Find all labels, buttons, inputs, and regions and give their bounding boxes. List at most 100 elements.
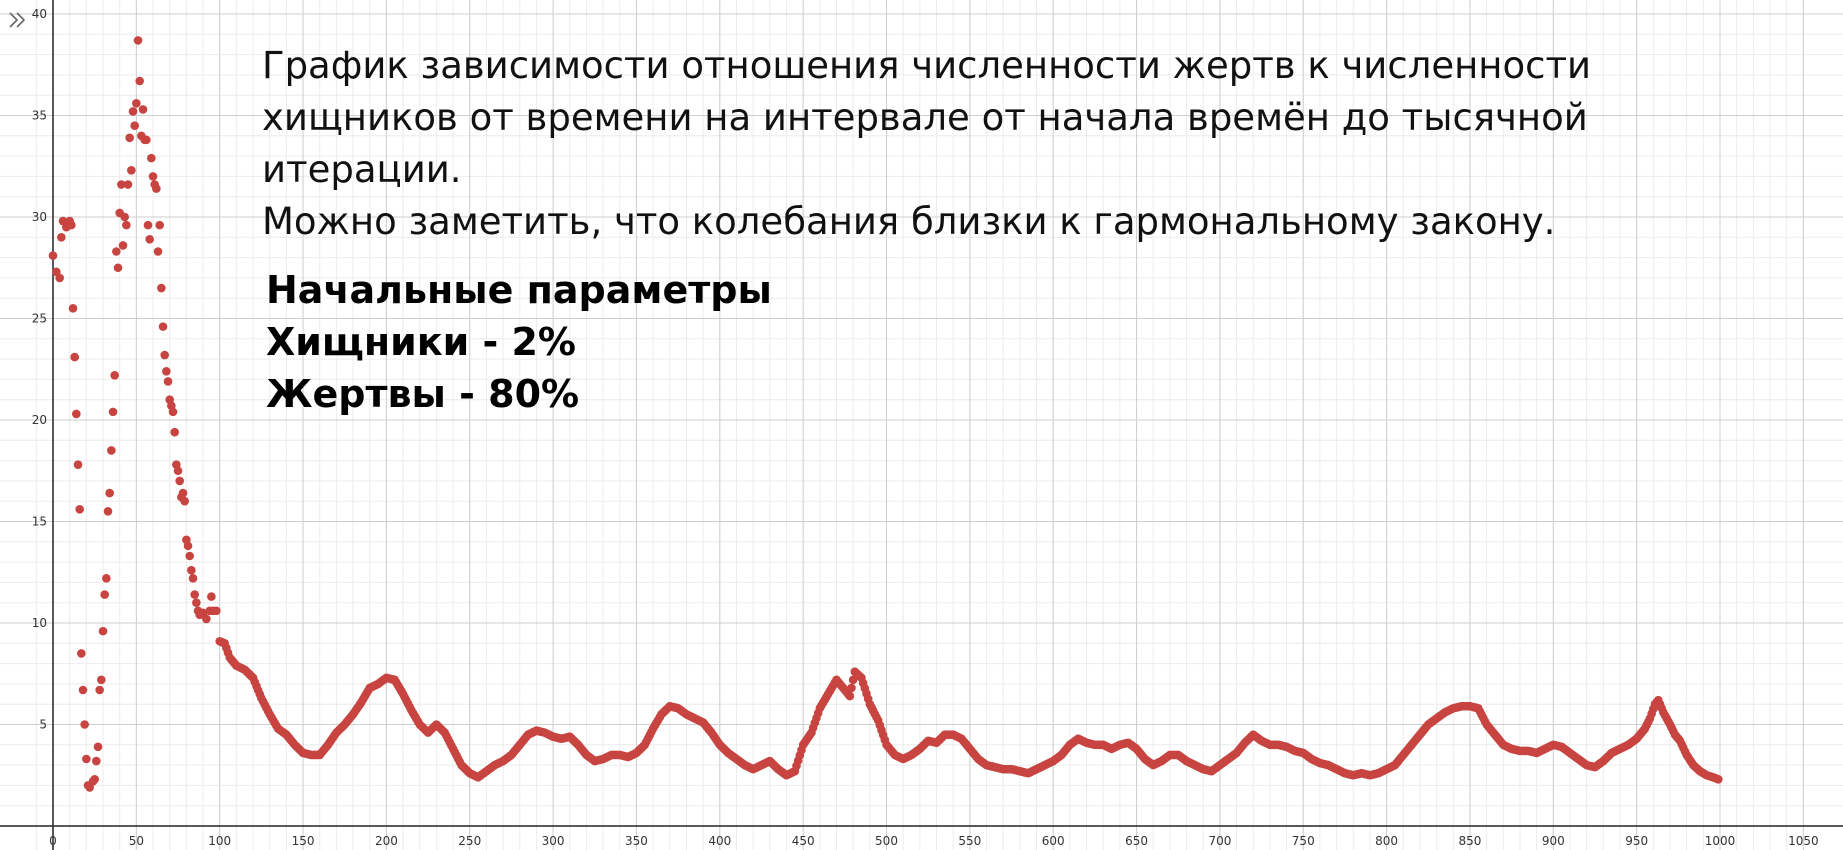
data-point (183, 541, 193, 551)
data-point (68, 304, 78, 313)
data-point (97, 675, 106, 685)
data-point (158, 322, 168, 331)
params-title: Начальные параметры (266, 268, 772, 312)
data-point (1714, 775, 1723, 784)
data-point (98, 626, 108, 636)
data-point (187, 565, 196, 575)
x-tick-label: 800 (1375, 834, 1398, 848)
data-point (168, 407, 178, 417)
data-point (157, 283, 166, 293)
data-point (135, 76, 144, 86)
x-tick-label: 650 (1125, 834, 1148, 848)
data-point (130, 121, 139, 130)
data-point (70, 352, 79, 362)
data-point (93, 742, 103, 752)
double-chevron-right-icon[interactable] (6, 8, 30, 32)
data-point (212, 606, 221, 616)
chart-description: График зависимости отношения численности… (262, 40, 1592, 248)
initial-parameters: Начальные параметры Хищники - 2% Жертвы … (266, 264, 772, 420)
data-point (138, 105, 148, 114)
description-line: Можно заметить, что колебания близки к г… (262, 200, 1556, 243)
data-point (95, 685, 104, 695)
data-point (80, 720, 89, 729)
data-point (127, 166, 136, 175)
description-line: итерации. (262, 148, 462, 191)
data-point (48, 251, 58, 260)
data-point (123, 180, 133, 189)
x-tick-label: 1050 (1788, 834, 1819, 848)
x-tick-label: 500 (875, 834, 898, 848)
data-point (175, 476, 184, 486)
data-point (55, 273, 64, 283)
data-point (110, 371, 119, 380)
data-point (112, 247, 121, 256)
data-point (102, 574, 111, 583)
data-point (117, 180, 126, 189)
x-tick-label: 400 (708, 834, 731, 848)
data-point (113, 263, 123, 273)
data-point (188, 574, 198, 583)
x-tick-label: 450 (792, 834, 815, 848)
data-point (105, 488, 114, 498)
data-point (162, 366, 171, 376)
data-point (847, 683, 856, 693)
data-point (73, 460, 83, 469)
x-tick-label: 750 (1292, 834, 1315, 848)
data-point (108, 407, 118, 417)
data-point (148, 172, 158, 181)
data-point (132, 99, 141, 108)
x-tick-label: 550 (958, 834, 981, 848)
data-point (145, 235, 154, 244)
x-tick-label: 1000 (1705, 834, 1736, 848)
description-line: График зависимости отношения численности… (262, 44, 1592, 87)
data-point (82, 754, 91, 764)
y-tick-label: 35 (32, 109, 47, 123)
prey-param: Жертвы - 80% (266, 372, 580, 416)
data-point (845, 691, 855, 701)
x-tick-label: 100 (208, 834, 231, 848)
data-point (128, 107, 138, 116)
data-point (155, 220, 164, 230)
data-point (202, 614, 211, 624)
predators-param: Хищники - 2% (266, 320, 576, 364)
data-point (67, 220, 76, 230)
x-tick-label: 200 (375, 834, 398, 848)
data-point (72, 409, 81, 419)
data-point (178, 488, 188, 498)
description-line: хищников от времени на интервале от нача… (262, 96, 1588, 139)
data-point (120, 212, 129, 222)
data-point (77, 649, 86, 658)
x-tick-label: 600 (1042, 834, 1065, 848)
x-tick-label: 150 (292, 834, 315, 848)
x-tick-label: 700 (1208, 834, 1231, 848)
data-point (147, 153, 156, 163)
data-point (207, 592, 216, 601)
data-point (153, 247, 163, 256)
data-point (180, 496, 189, 506)
data-point (75, 505, 84, 514)
y-tick-label: 10 (32, 616, 47, 630)
y-tick-label: 30 (32, 210, 47, 224)
data-point (192, 598, 201, 607)
data-point (163, 377, 173, 386)
data-point (100, 590, 109, 599)
y-tick-label: 20 (32, 413, 47, 427)
x-tick-label: 350 (625, 834, 648, 848)
data-point (103, 507, 113, 516)
data-point (57, 233, 66, 242)
data-point (143, 220, 153, 230)
x-tick-label: 900 (1542, 834, 1565, 848)
data-point (78, 685, 88, 695)
y-tick-label: 25 (32, 312, 47, 326)
data-point (133, 36, 143, 45)
data-point (160, 350, 169, 360)
x-tick-label: 850 (1458, 834, 1481, 848)
data-point (107, 446, 116, 455)
data-point (185, 551, 194, 561)
data-point (92, 756, 101, 766)
data-point (152, 184, 161, 193)
data-point (173, 466, 183, 476)
